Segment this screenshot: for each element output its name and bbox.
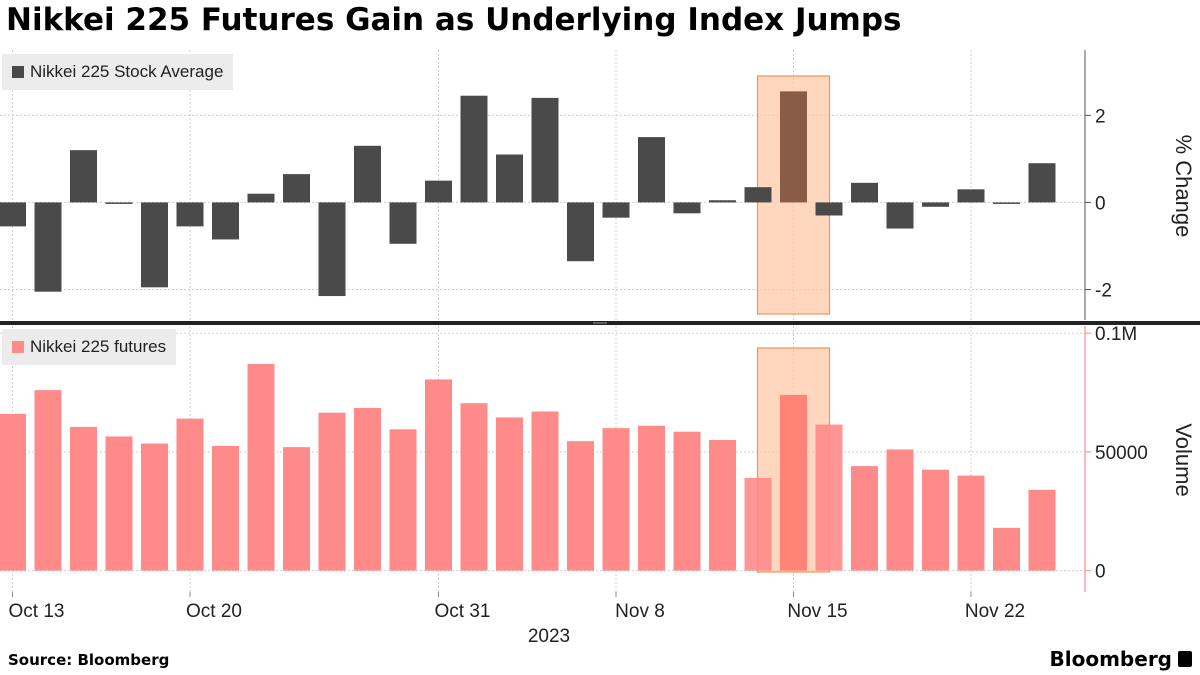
bar-futures-8 bbox=[283, 447, 310, 571]
ytick-label-bottom-1: 50000 bbox=[1095, 443, 1148, 464]
bar-futures-10 bbox=[354, 407, 381, 571]
bar-stock-20 bbox=[709, 200, 736, 203]
legend-label-futures: Nikkei 225 futures bbox=[30, 337, 167, 356]
bar-futures-3 bbox=[105, 436, 133, 571]
legend-futures: Nikkei 225 futures bbox=[2, 329, 177, 365]
chart-title: Nikkei 225 Futures Gain as Underlying In… bbox=[6, 2, 902, 38]
brand-logo: Bloomberg bbox=[1050, 647, 1192, 671]
bar-futures-20 bbox=[709, 440, 736, 571]
bar-stock-25 bbox=[886, 202, 914, 229]
bar-stock-26 bbox=[922, 202, 949, 207]
bar-stock-24 bbox=[851, 182, 878, 203]
legend-swatch-pink bbox=[12, 341, 24, 353]
bar-stock-23 bbox=[815, 202, 843, 216]
bar-stock-2 bbox=[70, 150, 97, 203]
bar-futures-4 bbox=[141, 443, 168, 571]
bar-stock-28 bbox=[993, 202, 1020, 204]
bar-stock-27 bbox=[957, 189, 985, 203]
bar-stock-10 bbox=[354, 145, 381, 203]
bar-stock-17 bbox=[602, 202, 630, 218]
bar-stock-4 bbox=[141, 202, 168, 288]
ylabel-bottom: Volume bbox=[1171, 423, 1196, 496]
legend-swatch-dark bbox=[12, 66, 24, 78]
brand-name: Bloomberg bbox=[1049, 647, 1172, 671]
bar-stock-14 bbox=[496, 154, 523, 203]
bar-futures-25 bbox=[886, 449, 914, 571]
bar-stock-5 bbox=[176, 202, 204, 227]
bar-futures-28 bbox=[993, 527, 1020, 571]
bar-stock-15 bbox=[531, 97, 559, 203]
bar-stock-21 bbox=[744, 187, 772, 203]
bar-stock-13 bbox=[460, 95, 488, 203]
bar-stock-9 bbox=[318, 202, 346, 297]
ytick-label-top-0: 2 bbox=[1095, 106, 1106, 127]
bar-futures-13 bbox=[460, 403, 488, 571]
bar-stock-19 bbox=[673, 202, 701, 214]
xtick-label-1: Oct 20 bbox=[186, 601, 242, 622]
bar-stock-12 bbox=[425, 180, 452, 203]
xtick-label-5: Nov 22 bbox=[965, 601, 1025, 622]
bar-stock-11 bbox=[389, 202, 417, 244]
xtick-label-4: Nov 15 bbox=[787, 601, 847, 622]
bar-futures-23 bbox=[815, 424, 843, 571]
bloomberg-icon bbox=[1178, 651, 1192, 667]
ytick-label-top-1: 0 bbox=[1095, 193, 1106, 214]
ylabel-top: % Change bbox=[1171, 135, 1196, 238]
bar-futures-26 bbox=[922, 469, 949, 571]
bar-futures-27 bbox=[957, 475, 985, 571]
bar-futures-22 bbox=[780, 394, 807, 571]
bar-stock-3 bbox=[105, 202, 133, 204]
bar-futures-2 bbox=[70, 426, 97, 571]
bar-futures-7 bbox=[247, 364, 275, 571]
bar-stock-29 bbox=[1028, 163, 1056, 203]
bar-futures-17 bbox=[602, 428, 630, 571]
legend-label-stock: Nikkei 225 Stock Average bbox=[30, 62, 224, 81]
bar-futures-24 bbox=[851, 466, 878, 571]
bar-futures-29 bbox=[1028, 489, 1056, 571]
bar-futures-1 bbox=[34, 390, 62, 571]
ytick-label-top-2: -2 bbox=[1095, 281, 1112, 302]
source-note: Source: Bloomberg bbox=[8, 651, 170, 669]
bar-futures-5 bbox=[176, 418, 204, 571]
ytick-label-bottom-0: 0.1M bbox=[1095, 324, 1137, 345]
bar-futures-16 bbox=[567, 441, 594, 571]
bar-stock-0 bbox=[0, 202, 26, 227]
bar-stock-18 bbox=[638, 137, 665, 203]
xaxis-year-label: 2023 bbox=[528, 626, 570, 647]
bar-futures-18 bbox=[638, 425, 665, 571]
xtick-label-2: Oct 31 bbox=[435, 601, 491, 622]
bar-futures-14 bbox=[496, 417, 523, 571]
bar-stock-16 bbox=[567, 202, 594, 262]
bar-futures-12 bbox=[425, 379, 452, 571]
bar-futures-15 bbox=[531, 411, 559, 571]
xtick-label-3: Nov 8 bbox=[615, 601, 665, 622]
bar-futures-6 bbox=[212, 445, 239, 571]
bar-futures-19 bbox=[673, 431, 701, 571]
bar-futures-9 bbox=[318, 412, 346, 571]
bar-futures-21 bbox=[744, 478, 772, 571]
ytick-label-bottom-2: 0 bbox=[1095, 562, 1106, 583]
xtick-label-0: Oct 13 bbox=[9, 601, 65, 622]
bar-stock-6 bbox=[212, 202, 239, 240]
bar-stock-22 bbox=[780, 91, 807, 203]
bar-stock-7 bbox=[247, 193, 275, 203]
bar-stock-1 bbox=[34, 202, 62, 292]
bar-stock-8 bbox=[283, 174, 310, 203]
bar-futures-11 bbox=[389, 429, 417, 571]
bar-futures-0 bbox=[0, 413, 26, 571]
legend-stock-average: Nikkei 225 Stock Average bbox=[2, 54, 234, 90]
